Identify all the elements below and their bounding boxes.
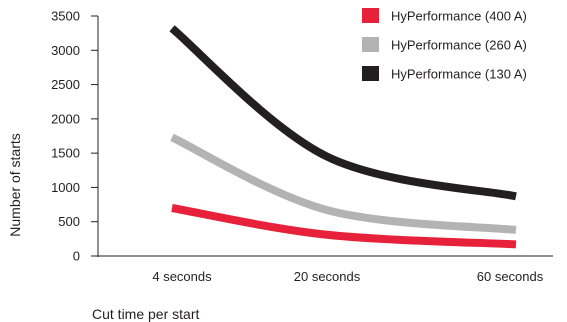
y-tick-label: 1500 [51, 146, 80, 161]
series-line-1 [171, 204, 517, 249]
axes [97, 16, 553, 257]
y-tick-label: 3500 [51, 9, 80, 24]
legend-label: HyPerformance (130 A) [391, 67, 527, 82]
y-axis-ticks: 0 500 1000 1500 2000 2500 3000 3500 [51, 9, 98, 264]
legend-swatch [362, 8, 379, 23]
x-tick-label: 20 seconds [294, 269, 361, 284]
x-tick-label: 60 seconds [477, 269, 544, 284]
y-tick-label: 1000 [51, 180, 80, 195]
y-tick-label: 2500 [51, 77, 80, 92]
y-tick-label: 0 [73, 249, 80, 264]
x-axis-ticks: 4 seconds 20 seconds 60 seconds [152, 269, 543, 284]
series-line-2 [170, 133, 517, 234]
legend-label: HyPerformance (260 A) [391, 38, 527, 53]
y-tick-label: 2000 [51, 111, 80, 126]
legend: HyPerformance (400 A) HyPerformance (260 … [362, 8, 527, 82]
legend-swatch [362, 66, 379, 81]
legend-swatch [362, 37, 379, 52]
y-axis-label: Number of starts [7, 133, 23, 236]
legend-label: HyPerformance (400 A) [391, 9, 527, 24]
x-axis-label: Cut time per start [92, 306, 199, 322]
y-tick-label: 3000 [51, 43, 80, 58]
x-tick-label: 4 seconds [152, 269, 212, 284]
series-lines [169, 25, 517, 249]
y-tick-label: 500 [58, 214, 80, 229]
series-line-3 [169, 25, 517, 201]
